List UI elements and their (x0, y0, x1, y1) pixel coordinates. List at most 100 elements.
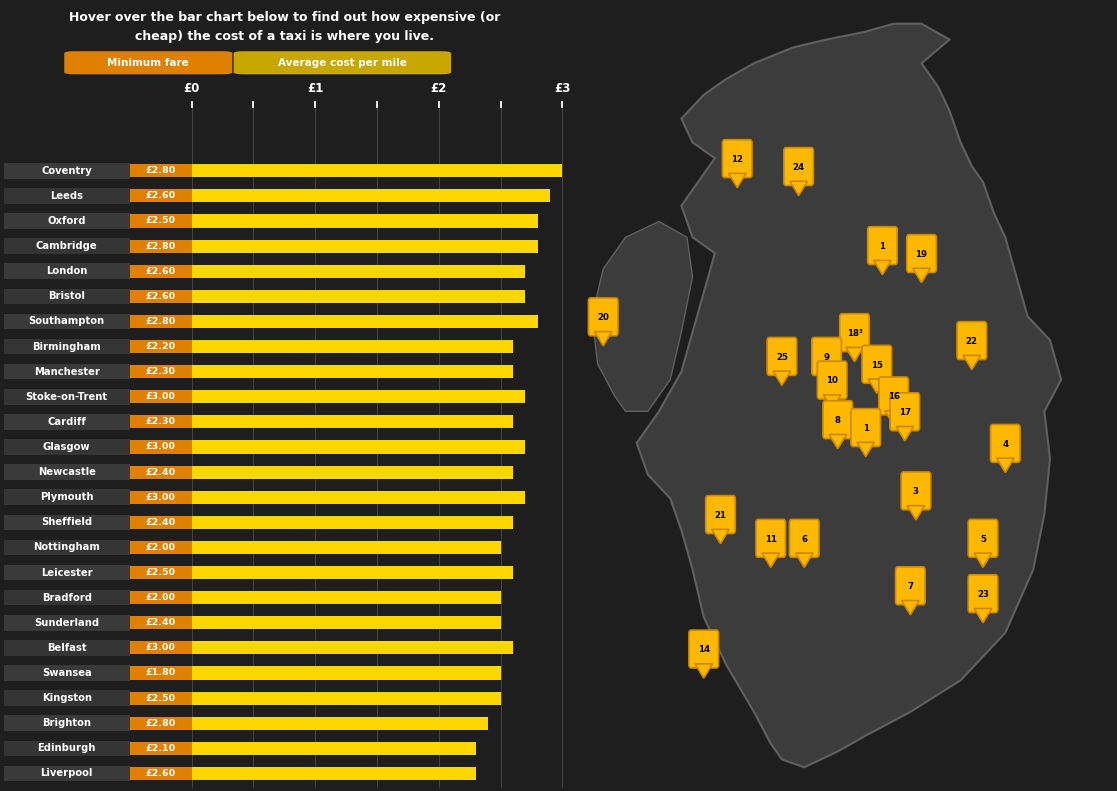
FancyBboxPatch shape (130, 165, 191, 177)
FancyBboxPatch shape (130, 441, 191, 453)
FancyBboxPatch shape (191, 165, 562, 177)
FancyBboxPatch shape (706, 496, 735, 533)
Text: 9: 9 (823, 353, 830, 361)
FancyBboxPatch shape (3, 414, 130, 430)
Text: 11: 11 (765, 535, 776, 543)
FancyBboxPatch shape (130, 667, 191, 679)
FancyBboxPatch shape (812, 338, 841, 375)
FancyBboxPatch shape (3, 565, 130, 581)
FancyBboxPatch shape (191, 340, 513, 353)
Text: £2: £2 (430, 82, 447, 96)
FancyBboxPatch shape (767, 338, 796, 375)
FancyBboxPatch shape (3, 263, 130, 279)
FancyBboxPatch shape (191, 516, 513, 529)
Text: £2.30: £2.30 (145, 367, 175, 377)
Text: 19: 19 (916, 250, 927, 259)
FancyBboxPatch shape (130, 189, 191, 202)
Text: £1: £1 (307, 82, 323, 96)
Text: £2.80: £2.80 (145, 719, 175, 728)
Text: 1: 1 (862, 424, 869, 433)
Text: 23: 23 (977, 590, 989, 599)
FancyBboxPatch shape (130, 591, 191, 604)
Text: 25: 25 (776, 353, 787, 361)
Text: £2.60: £2.60 (145, 267, 175, 276)
FancyBboxPatch shape (130, 466, 191, 479)
Text: £2.40: £2.40 (145, 619, 175, 627)
Text: 14: 14 (698, 645, 709, 654)
FancyBboxPatch shape (3, 615, 130, 630)
FancyBboxPatch shape (191, 642, 513, 654)
FancyBboxPatch shape (3, 514, 130, 530)
FancyBboxPatch shape (879, 377, 908, 414)
FancyBboxPatch shape (191, 214, 537, 228)
Text: 17: 17 (899, 408, 910, 417)
FancyBboxPatch shape (3, 289, 130, 304)
FancyBboxPatch shape (130, 691, 191, 705)
Polygon shape (846, 347, 863, 361)
FancyBboxPatch shape (3, 439, 130, 455)
FancyBboxPatch shape (3, 766, 130, 782)
FancyBboxPatch shape (130, 490, 191, 504)
Text: £2.60: £2.60 (145, 292, 175, 301)
Text: Coventry: Coventry (41, 166, 92, 176)
Text: 5: 5 (980, 535, 986, 543)
FancyBboxPatch shape (901, 472, 930, 510)
Text: 16: 16 (888, 392, 899, 401)
FancyBboxPatch shape (191, 541, 500, 554)
FancyBboxPatch shape (191, 742, 476, 755)
Text: Plymouth: Plymouth (40, 492, 94, 502)
Text: £2.10: £2.10 (145, 744, 175, 753)
Text: 1: 1 (879, 242, 886, 251)
FancyBboxPatch shape (130, 742, 191, 755)
Polygon shape (913, 268, 930, 282)
Text: Birmingham: Birmingham (32, 342, 102, 351)
Text: Belfast: Belfast (47, 643, 86, 653)
Text: £2.50: £2.50 (145, 568, 175, 577)
Text: £2.80: £2.80 (145, 317, 175, 326)
FancyBboxPatch shape (130, 415, 191, 429)
FancyBboxPatch shape (3, 238, 130, 254)
Text: £2.50: £2.50 (145, 694, 175, 702)
Text: £2.80: £2.80 (145, 166, 175, 176)
Text: Southampton: Southampton (29, 316, 105, 327)
Polygon shape (907, 505, 925, 520)
FancyBboxPatch shape (3, 214, 130, 229)
FancyBboxPatch shape (968, 575, 997, 612)
FancyBboxPatch shape (868, 227, 897, 264)
Text: Hover over the bar chart below to find out how expensive (or: Hover over the bar chart below to find o… (68, 11, 500, 24)
FancyBboxPatch shape (3, 364, 130, 380)
FancyBboxPatch shape (191, 490, 525, 504)
FancyBboxPatch shape (3, 539, 130, 555)
Polygon shape (762, 553, 780, 567)
Text: Swansea: Swansea (41, 668, 92, 678)
Text: Brighton: Brighton (42, 718, 92, 729)
FancyBboxPatch shape (233, 51, 451, 74)
FancyBboxPatch shape (130, 541, 191, 554)
FancyBboxPatch shape (991, 425, 1020, 462)
FancyBboxPatch shape (756, 520, 785, 557)
FancyBboxPatch shape (191, 290, 525, 303)
FancyBboxPatch shape (790, 520, 819, 557)
Polygon shape (868, 379, 886, 393)
FancyBboxPatch shape (3, 691, 130, 706)
Text: 20: 20 (598, 313, 609, 322)
Text: Liverpool: Liverpool (40, 768, 93, 778)
FancyBboxPatch shape (130, 340, 191, 353)
Text: £2.40: £2.40 (145, 467, 175, 477)
FancyBboxPatch shape (191, 441, 525, 453)
FancyBboxPatch shape (130, 315, 191, 328)
FancyBboxPatch shape (3, 464, 130, 480)
FancyBboxPatch shape (191, 717, 488, 730)
FancyBboxPatch shape (896, 567, 925, 604)
Polygon shape (885, 411, 903, 425)
Polygon shape (963, 355, 981, 369)
FancyBboxPatch shape (65, 51, 232, 74)
FancyBboxPatch shape (3, 590, 130, 605)
Text: 4: 4 (1002, 440, 1009, 448)
FancyBboxPatch shape (784, 148, 813, 185)
Text: £2.00: £2.00 (145, 543, 175, 552)
FancyBboxPatch shape (3, 389, 130, 404)
FancyBboxPatch shape (130, 616, 191, 630)
Text: £3.00: £3.00 (145, 442, 175, 452)
FancyBboxPatch shape (191, 315, 537, 328)
